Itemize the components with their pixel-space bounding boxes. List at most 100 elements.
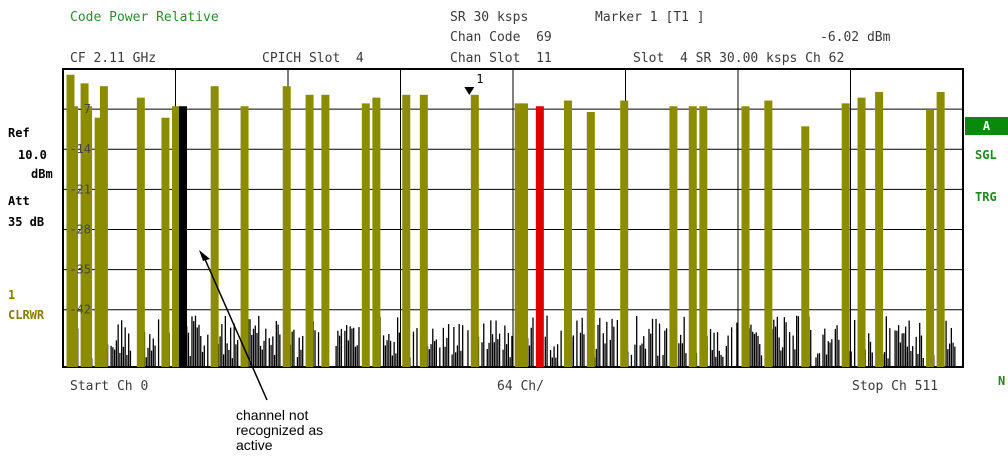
noise-bar: [356, 345, 358, 367]
noise-bar: [219, 336, 221, 367]
single-sweep-indicator: SGL: [975, 148, 997, 162]
noise-bar: [606, 321, 608, 367]
noise-bar: [233, 323, 235, 367]
noise-bar: [824, 328, 826, 367]
active-channel-bar: [70, 106, 79, 367]
noise-bar: [897, 325, 900, 367]
noise-bar: [300, 349, 302, 367]
noise-bar: [265, 328, 267, 367]
noise-bar: [718, 350, 720, 367]
noise-bar: [662, 355, 664, 367]
noise-bar: [454, 352, 457, 367]
noise-bar: [256, 333, 258, 367]
noise-bar: [887, 358, 889, 367]
noise-bar: [555, 357, 557, 367]
noise-bar: [919, 322, 921, 367]
noise-bar: [258, 315, 260, 367]
noise-bar: [854, 319, 856, 367]
y-tick-label: -28: [69, 222, 91, 236]
noise-bar: [917, 353, 919, 367]
active-channel-bar: [875, 91, 884, 367]
noise-bar: [112, 347, 114, 367]
active-channel-bar: [841, 103, 850, 367]
active-channel-bar: [240, 106, 249, 367]
noise-bar: [412, 331, 415, 367]
noise-bar: [794, 349, 796, 367]
ref-unit: dBm: [31, 167, 53, 181]
noise-bar: [664, 330, 666, 367]
noise-bar: [157, 319, 160, 367]
active-channel-bar: [161, 117, 170, 367]
noise-bar: [451, 354, 453, 367]
noise-bar: [483, 323, 485, 367]
noise-bar: [954, 346, 956, 367]
noise-bar: [810, 329, 812, 367]
chart-overlay: 1: [199, 72, 484, 401]
ref-value: 10.0: [18, 148, 47, 162]
noise-bar: [128, 333, 130, 367]
noise-bar: [391, 355, 394, 367]
active-channel-bar: [926, 109, 935, 367]
noise-bar: [293, 329, 295, 367]
active-channel-bar: [688, 106, 697, 367]
noise-bar: [194, 315, 197, 367]
noise-bar: [488, 342, 490, 367]
noise-bar: [228, 350, 230, 367]
noise-bar: [831, 339, 833, 367]
noise-bar: [544, 336, 546, 367]
noise-bar: [825, 354, 828, 367]
noise-bar: [388, 334, 390, 367]
noise-bar: [268, 338, 270, 367]
noise-bar: [643, 336, 645, 367]
noise-bar: [528, 345, 531, 367]
noise-bar: [730, 327, 733, 367]
noise-bar: [491, 334, 494, 367]
active-channel-bar: [563, 100, 572, 368]
channels-per-division: 64 Ch/: [497, 379, 544, 394]
noise-bar: [776, 316, 778, 367]
noise-bar: [270, 344, 272, 367]
noise-bar: [788, 331, 791, 367]
noise-bar: [386, 340, 388, 367]
noise-bar: [296, 357, 299, 367]
noise-bar: [613, 326, 615, 367]
noise-bar: [486, 348, 488, 367]
noise-bar: [124, 327, 126, 367]
noise-bar: [553, 346, 555, 367]
noise-bar: [560, 330, 562, 367]
noise-bar: [291, 331, 293, 367]
noise-bar: [781, 347, 784, 367]
noise-bar: [829, 342, 831, 367]
noise-bar: [231, 358, 234, 367]
noise-bar: [530, 327, 532, 367]
noise-bar: [657, 355, 659, 367]
noise-bar: [432, 328, 434, 367]
y-tick-label: -21: [69, 182, 91, 196]
att-label: Att: [8, 194, 30, 208]
noise-bar: [834, 328, 836, 367]
noise-bar: [778, 337, 780, 367]
noise-bar: [314, 330, 316, 367]
noise-bar: [453, 326, 455, 367]
noise-bar: [335, 345, 337, 367]
y-tick-label: -42: [69, 303, 91, 317]
noise-bar: [446, 338, 448, 367]
noise-bar: [351, 328, 353, 367]
noise-bar: [792, 335, 794, 367]
noise-bar: [393, 341, 395, 367]
noise-bar: [444, 346, 446, 367]
noise-bar: [221, 324, 223, 367]
noise-bar: [889, 328, 891, 367]
noise-bar: [505, 344, 508, 367]
active-channel-bar: [419, 94, 428, 368]
noise-bar: [903, 333, 905, 367]
noise-bar: [604, 343, 606, 367]
noise-bar: [249, 319, 251, 367]
active-channel-bar: [99, 86, 108, 367]
trace-a-badge: A: [965, 117, 1008, 135]
noise-bar: [785, 322, 787, 367]
noise-bar: [922, 357, 924, 367]
ref-label: Ref: [8, 126, 30, 140]
marker-label: Marker 1 [T1 ]: [595, 10, 705, 25]
